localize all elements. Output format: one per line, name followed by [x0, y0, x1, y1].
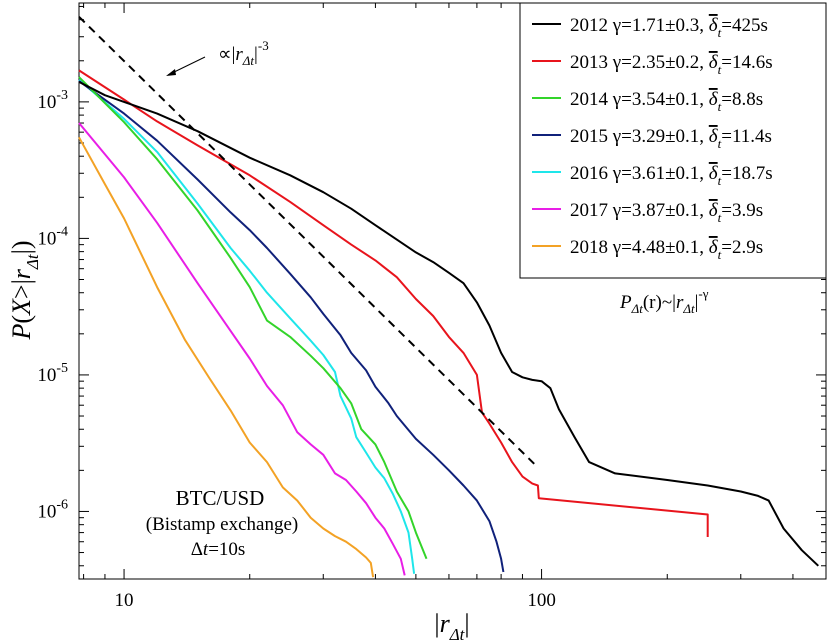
- dt-label: Δt=10s: [191, 539, 246, 560]
- legend-item-2015: 2015 γ=3.29±0.1, δt=11.4s: [532, 126, 772, 151]
- y-tick-label: 10-5: [37, 361, 68, 386]
- annotation-arrow-head: [166, 69, 176, 76]
- legend-label: 2017 γ=3.87±0.1, δt=3.9s: [570, 200, 763, 225]
- series-line-2012: [78, 81, 819, 567]
- y-tick-label: 10-3: [37, 88, 68, 113]
- tick-labels: 10 100 10-6 10-5 10-4 10-3: [37, 88, 555, 611]
- reference-line-layer: [78, 16, 539, 469]
- market-label: BTC/USD: [176, 486, 265, 510]
- legend: 2012 γ=1.71±0.3, δt=425s 2013 γ=2.35±0.2,…: [519, 2, 827, 279]
- y-axis-label: P(X>|rΔt|): [7, 240, 42, 340]
- x-tick-label: 100: [527, 590, 556, 611]
- legend-label: 2014 γ=3.54±0.1, δt=8.8s: [570, 89, 763, 114]
- reference-line: [78, 16, 539, 469]
- legend-label: 2018 γ=4.48±0.1, δt=2.9s: [570, 237, 763, 262]
- legend-item-2017: 2017 γ=3.87±0.1, δt=3.9s: [532, 200, 763, 225]
- series-line-2018: [78, 136, 375, 578]
- plot-frame: [78, 2, 827, 580]
- legend-label: 2013 γ=2.35±0.2, δt=14.6s: [570, 52, 773, 77]
- x-axis-label: |rΔt|: [434, 609, 469, 643]
- reference-annotation: ∝|rΔt|-3: [166, 38, 269, 76]
- series-line-2014: [78, 76, 428, 560]
- x-tick-label: 10: [115, 590, 134, 611]
- y-tick-label: 10-6: [37, 497, 68, 522]
- reference-label: ∝|rΔt|-3: [218, 38, 269, 68]
- legend-label: 2016 γ=3.61±0.1, δt=18.7s: [570, 163, 773, 188]
- y-tick-label: 10-4: [37, 224, 68, 249]
- legend-item-2018: 2018 γ=4.48±0.1, δt=2.9s: [532, 237, 763, 262]
- legend-label: 2015 γ=3.29±0.1, δt=11.4s: [570, 126, 772, 151]
- legend-box: [519, 2, 827, 279]
- legend-item-2013: 2013 γ=2.35±0.2, δt=14.6s: [532, 52, 773, 77]
- series-line-2017: [78, 122, 406, 576]
- exchange-label: (Bistamp exchange): [146, 514, 298, 535]
- legend-label: 2012 γ=1.71±0.3, δt=425s: [570, 15, 768, 40]
- series-line-2013: [78, 69, 709, 537]
- series-line-2015: [78, 80, 505, 573]
- legend-item-2016: 2016 γ=3.61±0.1, δt=18.7s: [532, 163, 773, 188]
- legend-item-2014: 2014 γ=3.54±0.1, δt=8.8s: [532, 89, 763, 114]
- series-layer: [78, 69, 819, 578]
- legend-item-2012: 2012 γ=1.71±0.3, δt=425s: [532, 15, 768, 40]
- powerlaw-annotation: PΔt(r)~|rΔt|-γ: [619, 286, 709, 316]
- market-annotation: BTC/USD (Bistamp exchange) Δt=10s: [146, 486, 298, 560]
